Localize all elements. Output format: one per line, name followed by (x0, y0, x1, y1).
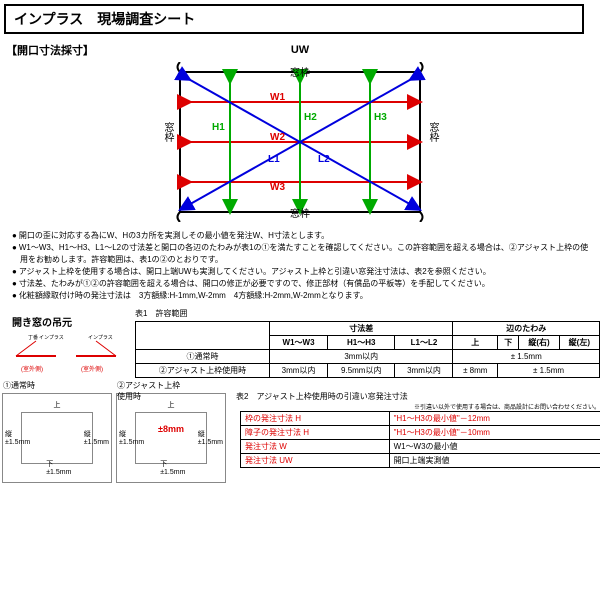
td: 開口上端実測値 (389, 454, 600, 468)
frame-right: 窓枠 (425, 122, 440, 142)
dim-center: ±8mm (158, 424, 184, 434)
note-item: アジャスト上枠を使用する場合は、開口上端UWも実測してください。アジャスト上枠と… (10, 266, 590, 278)
td: 発注寸法 UW (241, 454, 390, 468)
svg-text:H1: H1 (212, 122, 225, 133)
svg-text:L1: L1 (268, 154, 280, 165)
frame-top: 窓枠 (290, 64, 310, 79)
td: "H1～H3の最小値"－12mm (389, 412, 600, 426)
svg-text:(室外側): (室外側) (81, 365, 103, 373)
diagram-svg: W1 W2 W3 H1 H2 H3 L1 L2 (150, 62, 450, 222)
td: 3mm以内 (395, 364, 453, 378)
svg-text:L2: L2 (318, 154, 330, 165)
dim: 上 (54, 400, 61, 410)
note-item: 寸法差、たわみが①②の許容範囲を超える場合は、開口の修正が必要ですので、修正部材… (10, 278, 590, 290)
dim: 下±1.5mm (160, 459, 185, 476)
order-dim-table: 枠の発注寸法 H"H1～H3の最小値"－12mm 障子の発注寸法 H"H1～H3… (240, 411, 600, 468)
table2-note: ※引違い以外で使用する場合は、商品設計にお問い合わせください。 (236, 402, 600, 411)
opening-diagram: UW W1 W2 W3 H1 H2 H3 L1 L2 窓枠 窓枠 (150, 62, 450, 222)
th: 下 (498, 336, 519, 350)
th: 縦(左) (559, 336, 599, 350)
uw-label: UW (291, 44, 309, 56)
note-item: 開口の歪に対応する為にW、Hの3カ所を実測しその最小値を発注W、H寸法とします。 (10, 230, 590, 242)
td: 9.5mm以内 (328, 364, 395, 378)
svg-text:H3: H3 (374, 112, 387, 123)
hinge-diagram: (室外側) (室外側) 丁番 インプラス インプラス (6, 331, 126, 381)
svg-text:インプラス: インプラス (39, 335, 64, 341)
table2-caption: 表2 アジャスト上枠使用時の引違い窓発注寸法 (236, 391, 600, 402)
td: ± 8mm (453, 364, 498, 378)
frame-left: 窓枠 (160, 122, 175, 142)
td: 3mm以内 (270, 350, 453, 364)
dim: 縦±1.5mm (119, 429, 144, 446)
th: L1～L2 (395, 336, 453, 350)
td: 枠の発注寸法 H (241, 412, 390, 426)
hinge-section-label: 開き窓の吊元 (12, 314, 135, 329)
td: 3mm以内 (270, 364, 328, 378)
th: W1～W3 (270, 336, 328, 350)
td: ②アジャスト上枠使用時 (136, 364, 270, 378)
box-normal: ①通常時 上 下±1.5mm 縦±1.5mm 縦±1.5mm (2, 393, 112, 483)
td: "H1～H3の最小値"－10mm (389, 426, 600, 440)
page-title: インプラス 現場調査シート (4, 4, 584, 34)
tolerance-table: 寸法差 辺のたわみ W1～W3 H1～H3 L1～L2 上 下 縦(右) 縦(左… (135, 321, 600, 378)
frame-bottom: 窓枠 (290, 205, 310, 220)
svg-text:丁番: 丁番 (28, 334, 38, 341)
box-title: ①通常時 (3, 380, 35, 391)
th-def: 辺のたわみ (453, 322, 600, 336)
svg-text:インプラス: インプラス (88, 335, 113, 341)
svg-text:(室外側): (室外側) (21, 365, 43, 373)
th-dim: 寸法差 (270, 322, 453, 336)
th: H1～H3 (328, 336, 395, 350)
dim: 縦±1.5mm (198, 429, 223, 446)
th: 上 (453, 336, 498, 350)
dim: 下±1.5mm (46, 459, 71, 476)
note-item: 化粧額縁取付け時の発注寸法は 3方額縁:H-1mm,W-2mm 4方額縁:H-2… (10, 290, 590, 302)
td: 発注寸法 W (241, 440, 390, 454)
box-adjust: ②アジャスト上枠 使用時 上 ±8mm 下±1.5mm 縦±1.5mm 縦±1.… (116, 393, 226, 483)
notes-list: 開口の歪に対応する為にW、Hの3カ所を実測しその最小値を発注W、H寸法とします。… (10, 230, 590, 302)
svg-text:W2: W2 (270, 132, 285, 143)
svg-text:H2: H2 (304, 112, 317, 123)
box-title: ②アジャスト上枠 使用時 (117, 380, 180, 402)
td: ± 1.5mm (453, 350, 600, 364)
dim: 上 (168, 400, 175, 410)
th: 縦(右) (519, 336, 559, 350)
svg-text:W1: W1 (270, 92, 285, 103)
td: ①通常時 (136, 350, 270, 364)
dim: 縦±1.5mm (84, 429, 109, 446)
td: W1～W3の最小値 (389, 440, 600, 454)
svg-text:W3: W3 (270, 182, 285, 193)
table1-caption: 表1 許容範囲 (135, 308, 600, 319)
dim: 縦±1.5mm (5, 429, 30, 446)
td: ± 1.5mm (498, 364, 600, 378)
note-item: W1～W3、H1～H3、L1～L2の寸法差と開口の各辺のたわみが表1の①を満たす… (10, 242, 590, 266)
td: 障子の発注寸法 H (241, 426, 390, 440)
